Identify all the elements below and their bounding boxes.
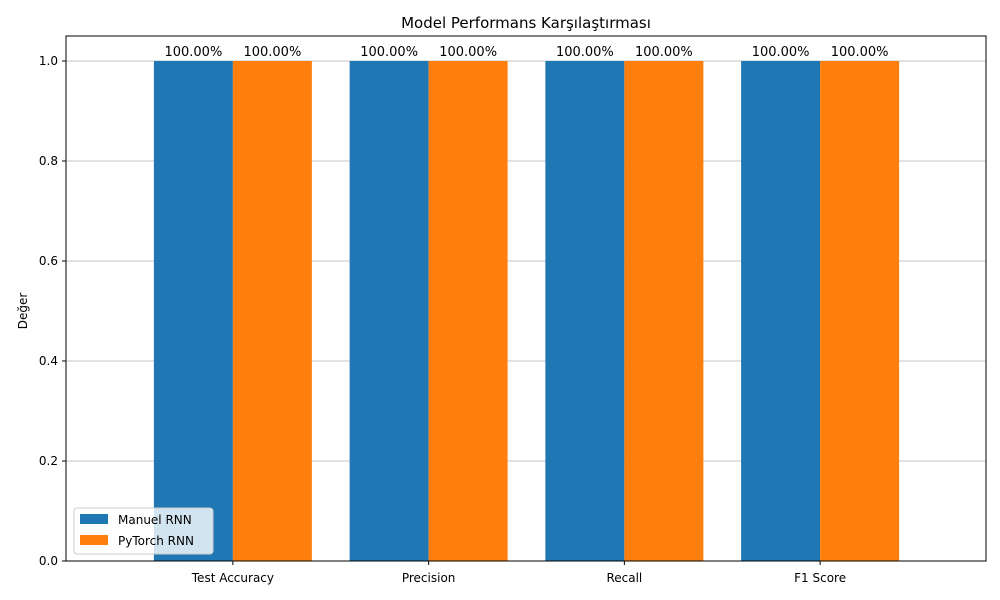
y-tick-label: 0.8: [39, 154, 58, 168]
x-tick-label: Recall: [606, 571, 642, 585]
bar-pytorch-rnn: [624, 61, 704, 561]
legend-swatch: [80, 514, 108, 524]
bar-value-label: 100.00%: [752, 45, 810, 60]
legend-label: PyTorch RNN: [118, 534, 194, 548]
y-tick-label: 0.6: [39, 254, 58, 268]
legend-box: [73, 507, 214, 555]
y-axis-title: Değer: [16, 293, 30, 330]
bar-value-label: 100.00%: [556, 45, 614, 60]
bar-value-label: 100.00%: [831, 45, 889, 60]
bar-pytorch-rnn: [232, 61, 312, 561]
bar-manuel-rnn: [545, 61, 625, 561]
legend-swatch: [80, 535, 108, 545]
x-tick-label: F1 Score: [794, 571, 846, 585]
x-tick-label: Precision: [402, 571, 456, 585]
bar-value-label: 100.00%: [439, 45, 497, 60]
bars-group: [153, 61, 900, 561]
y-tick-label: 0.2: [39, 454, 58, 468]
y-axis: 0.0 0.2 0.4 0.6 0.8 1.0: [39, 54, 66, 568]
bar-value-label: 100.00%: [164, 45, 222, 60]
bar-manuel-rnn: [349, 61, 429, 561]
legend: Manuel RNN PyTorch RNN: [73, 507, 214, 555]
bar-value-label: 100.00%: [360, 45, 418, 60]
y-tick-label: 0.4: [39, 354, 58, 368]
bar-value-label: 100.00%: [243, 45, 301, 60]
bar-value-label: 100.00%: [635, 45, 693, 60]
bar-pytorch-rnn: [428, 61, 508, 561]
bar-manuel-rnn: [741, 61, 821, 561]
data-labels-group: 100.00% 100.00% 100.00% 100.00% 100.00% 100.0…: [164, 45, 888, 60]
bar-manuel-rnn: [153, 61, 233, 561]
plot-frame: [65, 35, 987, 562]
y-tick-label: 1.0: [39, 54, 58, 68]
y-tick-label: 0.0: [39, 554, 58, 568]
chart-title: Model Performans Karşılaştırması: [401, 14, 651, 32]
bar-pytorch-rnn: [820, 61, 900, 561]
x-tick-label: Test Accuracy: [191, 571, 274, 585]
x-axis: Test Accuracy Precision Recall F1 Score: [191, 561, 846, 585]
legend-label: Manuel RNN: [118, 513, 192, 527]
